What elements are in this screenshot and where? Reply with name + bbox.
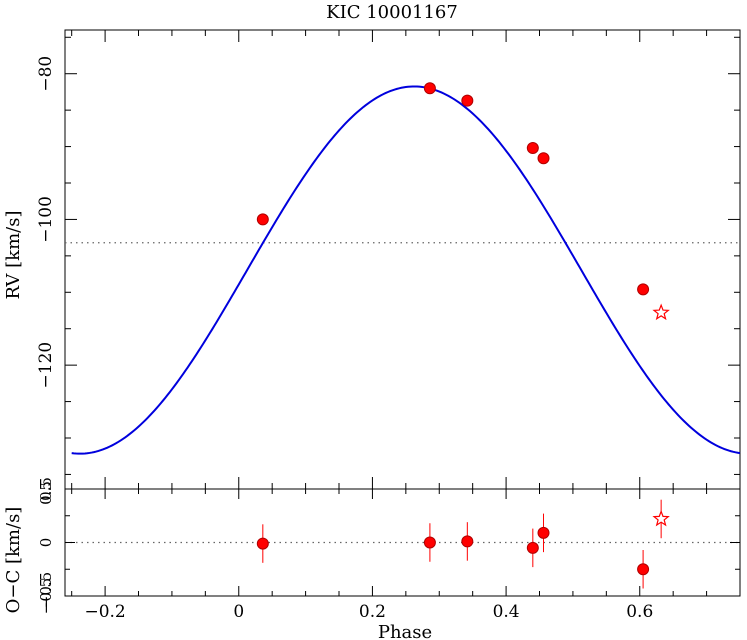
y-tick-label: −0.5 [37,578,55,614]
rv-data-point [637,283,650,296]
residual-point [461,535,474,548]
rv-data-point [256,213,269,226]
residual-panel: 0.5 0 −0.5 0.5 −0.5 −0.2 0 0.2 0.4 0.6 [37,477,741,622]
y-tick-label: 0.5 [37,477,55,501]
rv-data-point [537,152,550,165]
rv-data-point [461,94,474,107]
top-y-axis-label: RV [km/s] [3,211,24,300]
y-tick-label: −80 [36,56,56,92]
orbit-model-curve [71,85,741,455]
residual-panel-frame [64,488,741,597]
x-tick-label: −0.2 [84,602,125,622]
y-tick-label: −120 [36,342,56,389]
y-tick-label: −100 [36,196,56,243]
residual-point [526,541,539,554]
residual-point [537,526,550,539]
y-tick-label: −0.5 [37,572,55,608]
residual-point [256,537,269,550]
y-tick-label: 0 [37,538,55,548]
rv-data-point [423,82,436,95]
rv-data-point [526,142,539,155]
rv-panel: −80 −100 −120 [36,29,741,490]
x-tick-label: 0 [233,602,244,622]
rv-star-point [652,303,670,321]
rv-panel-frame [64,29,741,490]
x-tick-label: 0.2 [359,602,386,622]
residual-point [637,563,650,576]
bottom-y-axis-label: O−C [km/s] [3,507,24,614]
residual-star-point [652,509,670,527]
x-axis-label: Phase [378,622,432,640]
residual-point [423,536,436,549]
x-tick-label: 0.4 [493,602,520,622]
x-tick-label: 0.6 [626,602,653,622]
chart-title: KIC 10001167 [326,2,458,23]
y-tick-label: 0.5 [37,481,55,505]
